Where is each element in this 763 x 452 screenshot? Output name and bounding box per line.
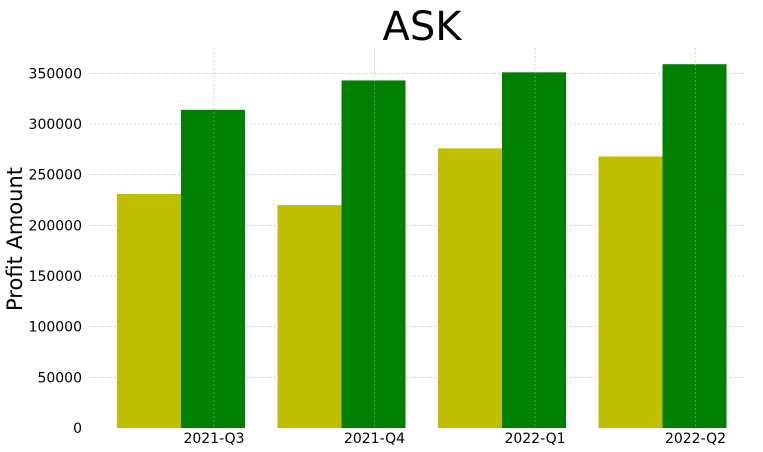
- bar-series-1-2021-Q4: [277, 205, 342, 428]
- x-tick-label: 2022-Q1: [504, 431, 565, 447]
- y-tick-label: 350000: [29, 66, 82, 82]
- y-axis-label: Profit Amount: [3, 167, 27, 311]
- bar-series-1-2021-Q3: [117, 193, 181, 428]
- y-tick-label: 300000: [29, 117, 82, 133]
- bar-series-2-2022-Q1: [502, 72, 566, 428]
- y-axis-tick-labels: 0 50000 100000 150000 200000 250000 300000 3500…: [29, 66, 82, 437]
- x-axis-tick-labels: 2021-Q3 2021-Q4 2022-Q1 2022-Q2: [183, 431, 726, 447]
- y-tick-label: 50000: [37, 370, 82, 386]
- bar-series-2-2022-Q2: [662, 64, 727, 429]
- y-tick-label: 200000: [29, 218, 82, 234]
- bar-series-2-2021-Q4: [341, 80, 406, 428]
- y-tick-label: 150000: [29, 269, 82, 285]
- bar-series-1-2022-Q1: [438, 148, 502, 428]
- bar-series-2-2021-Q3: [181, 109, 245, 429]
- bars: [117, 64, 727, 429]
- x-tick-label: 2022-Q2: [665, 431, 726, 447]
- x-tick-label: 2021-Q3: [183, 431, 244, 447]
- chart-title: ASK: [383, 4, 464, 50]
- x-tick-label: 2021-Q4: [344, 431, 405, 447]
- y-tick-label: 0: [73, 421, 82, 437]
- y-tick-label: 250000: [29, 168, 82, 184]
- vertical-grid-lines: [213, 48, 696, 428]
- y-tick-label: 100000: [29, 320, 82, 336]
- bar-series-1-2022-Q2: [598, 156, 663, 428]
